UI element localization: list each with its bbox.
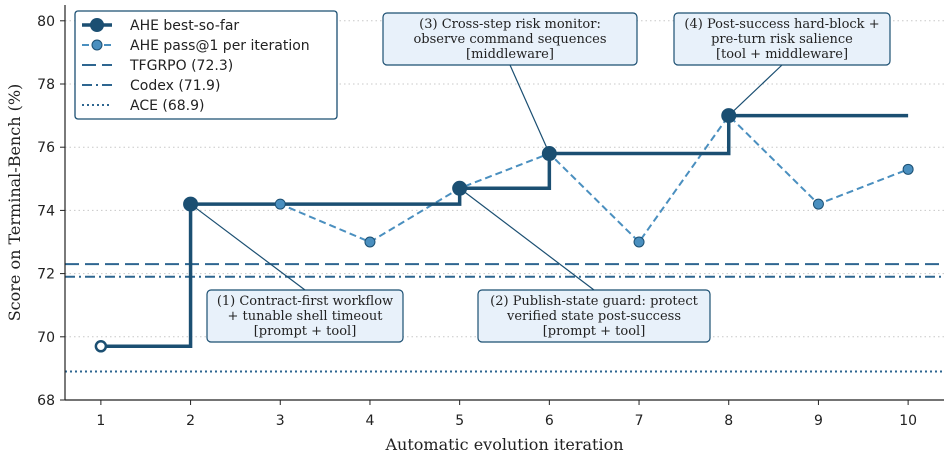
pass-at-1-point [274,198,286,210]
legend-frame [74,10,338,120]
annotation-box [382,12,638,66]
x-tick-label: 5 [455,413,464,429]
reference-lines [65,263,944,373]
annotation-text: (1) Contract-first workflow [217,294,393,309]
annotation-box [673,12,891,66]
x-tick-label: 1 [96,413,105,429]
x-tick-label: 7 [635,413,644,429]
y-axis-title: Score on Terminal-Bench (%) [5,84,24,322]
annotation-text: observe command sequences [413,32,606,47]
legend: AHE best-so-far AHE pass@1 per iteration T… [74,10,338,120]
annotation-text: + tunable shell timeout [227,309,383,324]
y-tick-label: 74 [37,203,55,219]
annotations: (1) Contract-first workflow+ tunable she… [190,12,891,343]
annotation-text: verified state post-success [506,309,681,324]
y-tick-label: 76 [37,140,55,156]
x-tick-label: 2 [186,413,195,429]
x-axis-title: Automatic evolution iteration [384,435,623,454]
annotation-text: (2) Publish-state guard: protect [490,294,698,309]
best-so-far-point [94,340,108,353]
annotation-box [477,289,711,343]
annotation-text: [tool + middleware] [716,47,848,62]
pass-at-1-point [812,198,824,210]
legend-marker [90,18,104,32]
y-tick-label: 68 [37,393,55,409]
legend-label: TFGRPO (72.3) [129,58,233,74]
pass-at-1-point [633,236,645,248]
legend-label: AHE pass@1 per iteration [130,38,310,54]
annotation-text: pre-turn risk salience [711,32,853,47]
annotation-text: [prompt + tool] [543,324,646,339]
x-tick-label: 4 [365,413,374,429]
annotation-connector [190,203,306,291]
x-tick-label: 10 [899,413,917,429]
x-tick-label: 6 [545,413,554,429]
x-tick-label: 3 [276,413,285,429]
pass-at-1-point [364,236,376,248]
legend-label: Codex (71.9) [130,78,220,94]
y-tick-label: 80 [37,14,55,30]
annotation-text: [middleware] [466,47,554,62]
annotation-text: (3) Cross-step risk monitor: [419,17,601,32]
annotation-box [206,289,404,343]
annotation-connector [728,64,783,117]
y-tick-label: 72 [37,267,55,283]
x-tick-label: 8 [724,413,733,429]
annotation-text: (4) Post-success hard-block + [684,17,879,32]
pass-at-1-point [902,163,914,175]
legend-label: ACE (68.9) [130,98,205,114]
legend-label: AHE best-so-far [130,18,239,34]
legend-marker [91,39,103,51]
y-tick-label: 78 [37,77,55,93]
y-tick-label: 70 [37,330,55,346]
annotation-connector [459,187,595,291]
x-tick-label: 9 [814,413,823,429]
annotation-connector [509,64,550,154]
annotation-text: [prompt + tool] [254,324,357,339]
